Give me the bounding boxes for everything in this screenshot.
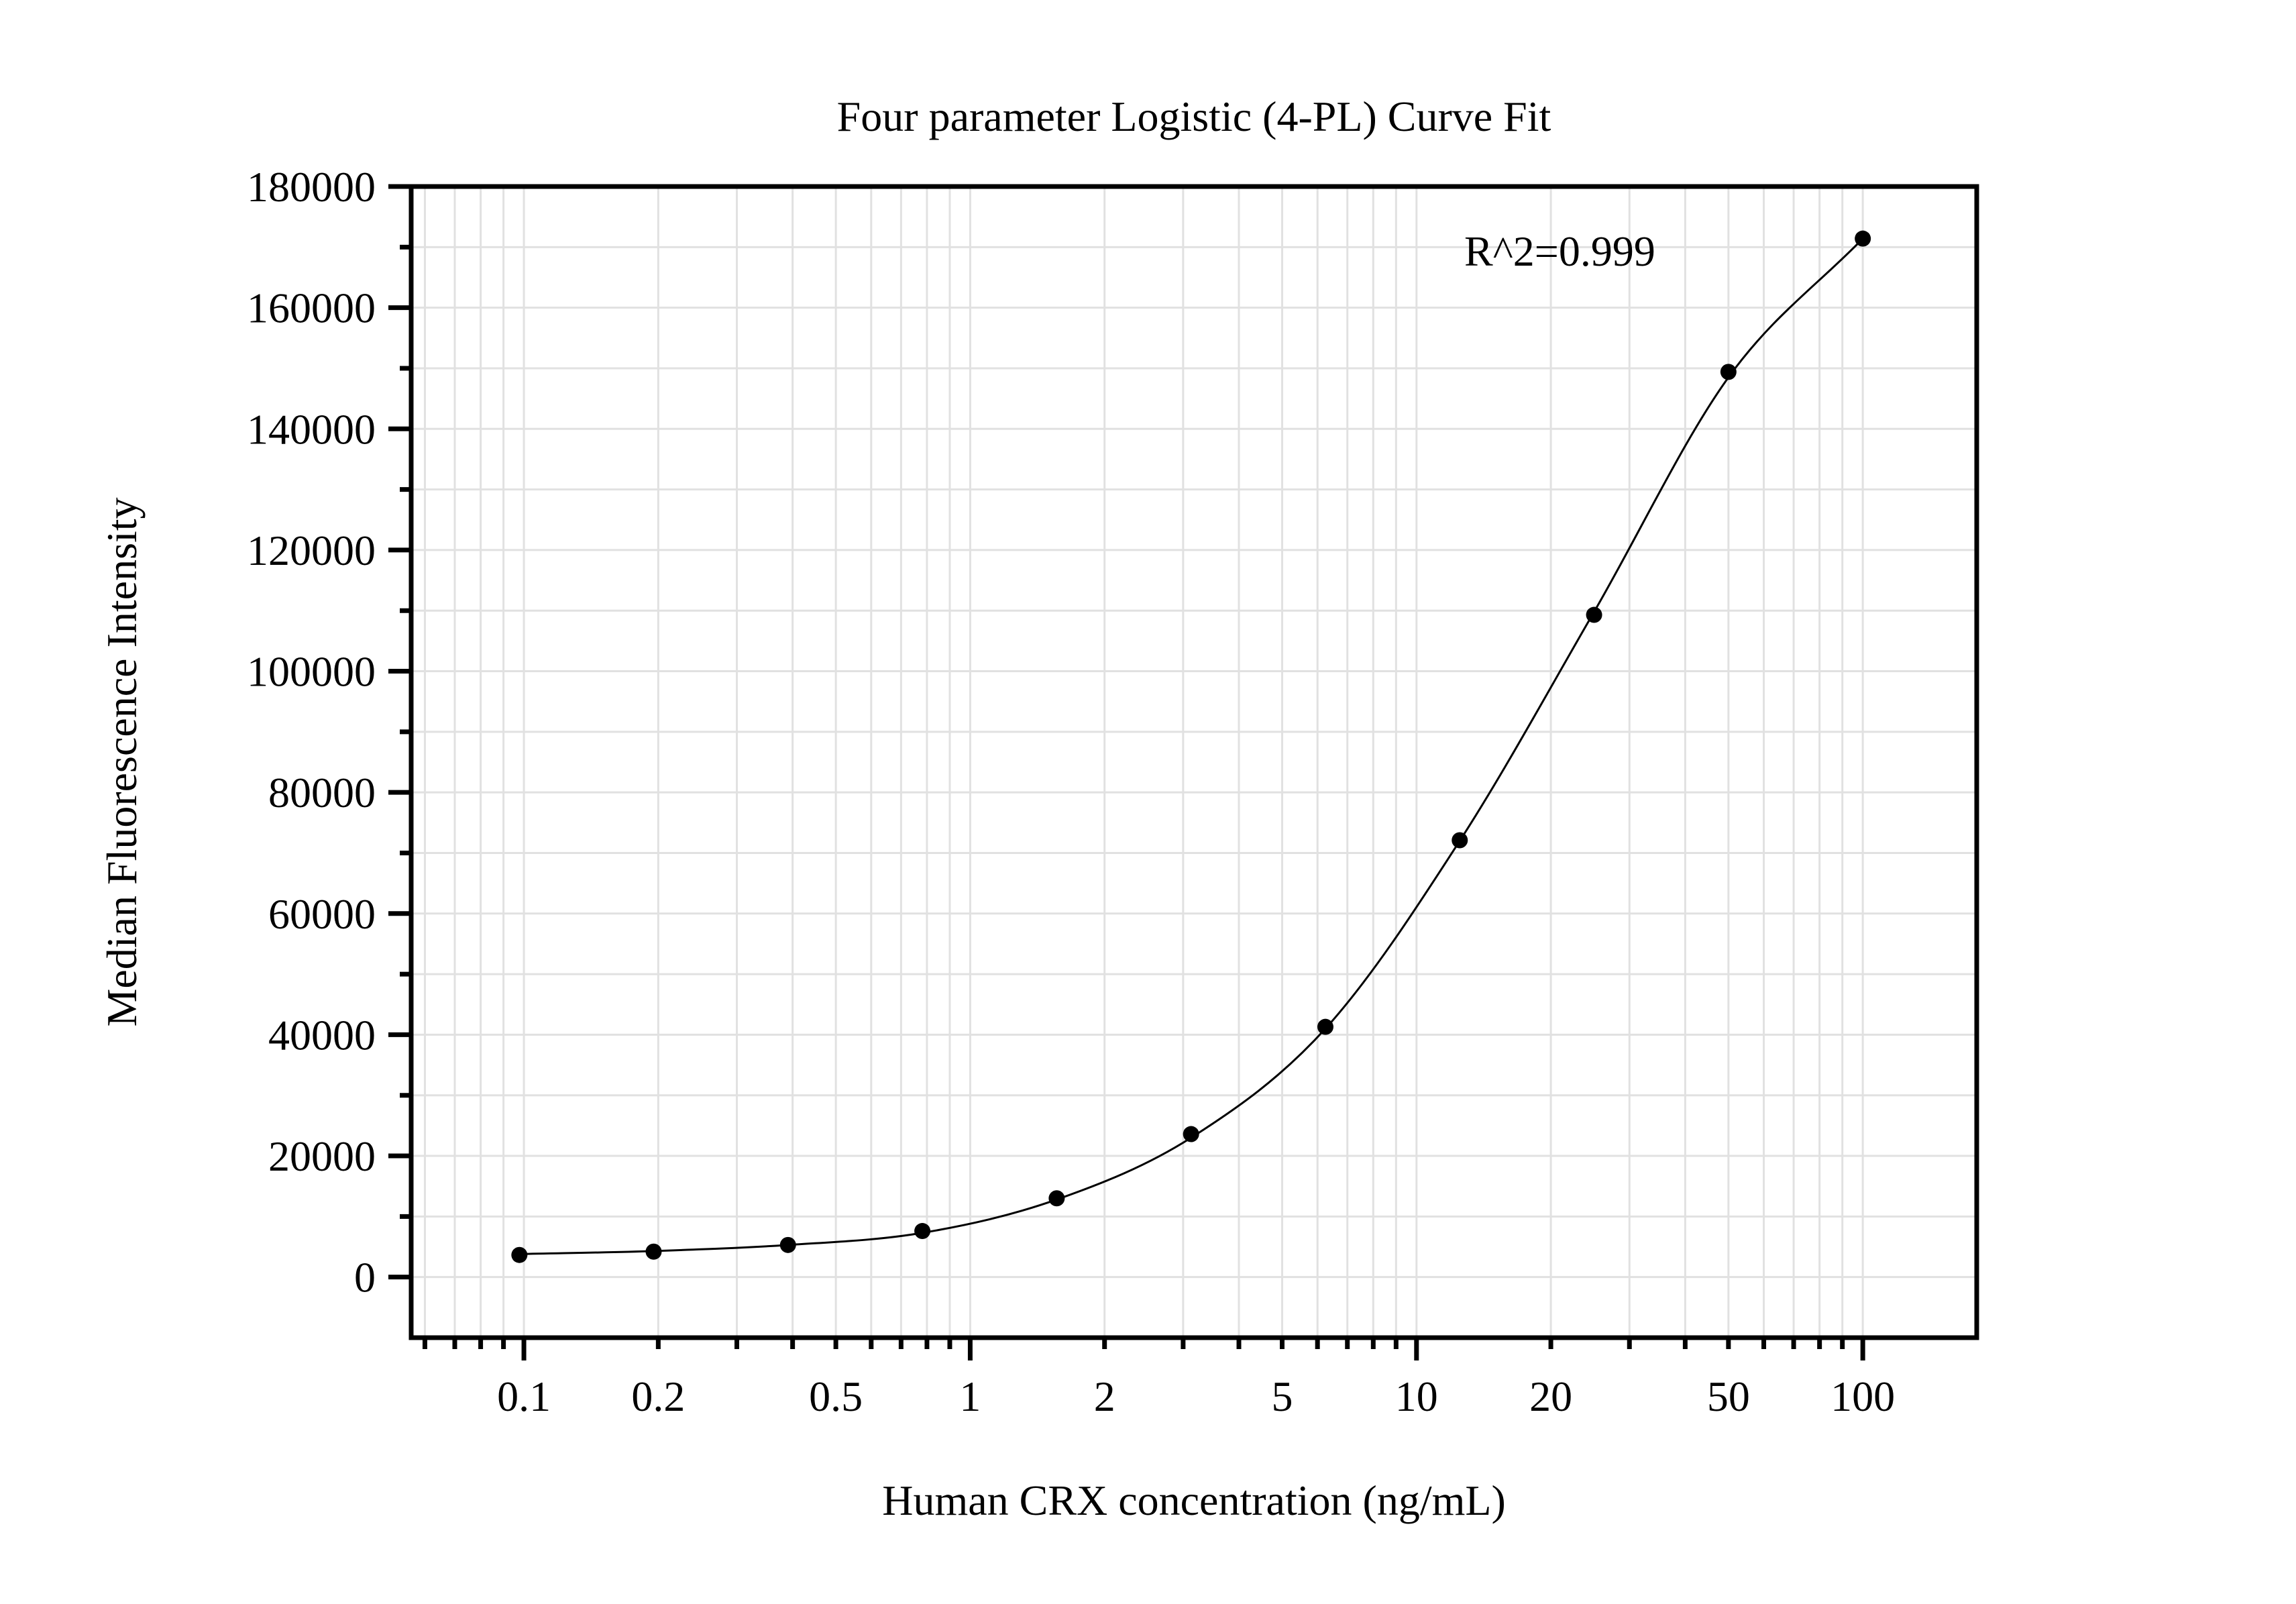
fit-curve — [519, 237, 1864, 1255]
y-tick-label: 0 — [354, 1254, 376, 1301]
x-axis-label: Human CRX concentration (ng/mL) — [882, 1477, 1506, 1524]
x-tick-label: 1 — [959, 1373, 981, 1420]
x-tick-label: 2 — [1094, 1373, 1115, 1420]
x-axis-tick-labels: 0.1 0.2 0.5 1 2 5 10 20 50 100 — [497, 1373, 1895, 1420]
data-point — [645, 1243, 662, 1260]
data-point — [1720, 364, 1737, 380]
y-tick-label: 180000 — [247, 163, 376, 211]
x-tick-label: 10 — [1395, 1373, 1438, 1420]
data-point — [1048, 1190, 1065, 1207]
r-squared-annotation: R^2=0.999 — [1464, 227, 1655, 275]
y-tick-label: 100000 — [247, 648, 376, 696]
data-point — [1855, 230, 1871, 247]
plot-frame — [408, 184, 1979, 1340]
x-tick-label: 0.5 — [809, 1373, 863, 1420]
x-tick-label: 0.1 — [497, 1373, 551, 1420]
y-tick-label: 40000 — [268, 1011, 376, 1059]
y-tick-label: 160000 — [247, 284, 376, 332]
data-point — [779, 1236, 796, 1253]
data-point — [1586, 606, 1602, 623]
y-tick-label: 120000 — [247, 527, 376, 574]
fit-curve-line — [519, 237, 1864, 1255]
x-tick-label: 5 — [1271, 1373, 1293, 1420]
data-point — [1183, 1126, 1199, 1142]
y-tick-label: 80000 — [268, 769, 376, 816]
data-point — [511, 1246, 528, 1263]
x-tick-label: 50 — [1707, 1373, 1750, 1420]
axis-ticks — [388, 184, 1865, 1360]
gridlines — [411, 185, 1977, 1338]
y-tick-label: 140000 — [247, 405, 376, 453]
y-tick-label: 60000 — [268, 890, 376, 938]
data-point — [1452, 832, 1468, 849]
data-point — [1317, 1018, 1333, 1035]
data-point — [914, 1223, 931, 1240]
x-tick-label: 20 — [1529, 1373, 1572, 1420]
x-tick-label: 0.2 — [631, 1373, 685, 1420]
y-axis-tick-labels: 0 20000 40000 60000 80000 100000 120000 140000 1… — [247, 163, 376, 1301]
x-tick-label: 100 — [1830, 1373, 1895, 1420]
y-tick-label: 20000 — [268, 1132, 376, 1180]
data-points — [511, 230, 1871, 1263]
y-axis-label: Median Fluorescence Intensity — [98, 497, 146, 1026]
chart-title: Four parameter Logistic (4-PL) Curve Fit — [837, 93, 1551, 140]
